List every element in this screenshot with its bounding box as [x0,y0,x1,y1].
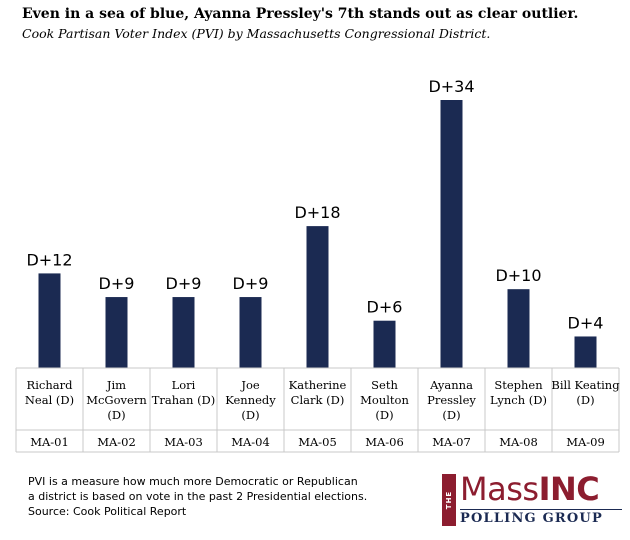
rep-name-ma-03: Lori [172,378,196,392]
rep-name-ma-06: (D) [375,408,393,422]
district-label-ma-05: MA-05 [298,435,337,449]
bar-chart: D+12 D+9 D+9 D+9 D+18 D+6 D+34 D+10 D+4 RichardN… [15,77,620,453]
data-label-ma-08: D+10 [495,266,541,285]
bar-ma-08 [507,289,530,368]
footnote-source: Source: Cook Political Report [28,505,187,518]
chart-subtitle: Cook Partisan Voter Index (PVI) by Massa… [22,26,491,41]
data-labels-layer: D+12 D+9 D+9 D+9 D+18 D+6 D+34 D+10 D+4 [26,77,603,332]
bar-ma-09 [574,336,597,368]
rep-name-ma-07: Pressley [427,393,476,407]
rep-name-ma-09: (D) [576,393,594,407]
rep-name-ma-07: (D) [442,408,460,422]
rep-name-ma-01: Neal (D) [25,393,74,407]
bar-ma-03 [172,297,195,368]
data-label-ma-04: D+9 [233,274,269,293]
footnote-line-2: a district is based on vote in the past … [28,490,368,503]
district-label-ma-09: MA-09 [566,435,605,449]
rep-name-ma-02: (D) [107,408,125,422]
data-label-ma-03: D+9 [166,274,202,293]
bar-ma-05 [306,226,329,368]
rep-name-ma-07: Ayanna [429,378,473,392]
rep-name-ma-06: Seth [371,378,398,392]
bar-ma-07 [440,100,463,368]
bar-ma-01 [38,273,61,368]
data-label-ma-02: D+9 [99,274,135,293]
district-label-ma-07: MA-07 [432,435,471,449]
rep-name-ma-04: Joe [240,378,260,392]
bars-layer [38,100,597,368]
rep-name-ma-04: Kennedy [225,393,276,407]
logo-divider [460,509,622,510]
district-label-ma-01: MA-01 [30,435,69,449]
rep-name-ma-09: Bill Keating [551,378,620,392]
rep-name-ma-01: Richard [27,378,74,392]
district-label-ma-04: MA-04 [231,435,270,449]
rep-name-ma-05: Katherine [289,378,347,392]
bar-ma-02 [105,297,128,368]
chart-title: Even in a sea of blue, Ayanna Pressley's… [22,6,579,22]
district-label-ma-02: MA-02 [97,435,136,449]
district-label-ma-03: MA-03 [164,435,203,449]
rep-name-ma-05: Clark (D) [291,393,345,407]
rep-name-ma-02: Jim [106,378,126,392]
district-label-ma-06: MA-06 [365,435,404,449]
data-label-ma-07: D+34 [428,77,474,96]
rep-name-ma-08: Lynch (D) [490,393,547,407]
bar-ma-06 [373,320,396,368]
data-label-ma-05: D+18 [294,203,340,222]
rep-name-ma-06: Moulton [360,393,409,407]
rep-name-ma-02: McGovern [86,393,147,407]
logo-wordmark: MassINC [460,470,600,508]
data-label-ma-06: D+6 [367,298,403,317]
rep-name-ma-03: Trahan (D) [152,393,216,407]
massinc-logo: THE MassINC POLLING GROUP [442,470,624,528]
rep-name-ma-08: Stephen [494,378,543,392]
logo-polling-group: POLLING GROUP [460,511,603,526]
footnote: PVI is a measure how much more Democrati… [28,474,428,519]
district-label-ma-08: MA-08 [499,435,538,449]
footnote-line-1: PVI is a measure how much more Democrati… [28,475,358,488]
data-label-ma-09: D+4 [568,313,604,332]
rep-name-ma-04: (D) [241,408,259,422]
bar-ma-04 [239,297,262,368]
data-label-ma-01: D+12 [26,250,72,269]
logo-the-tab: THE [442,474,456,526]
